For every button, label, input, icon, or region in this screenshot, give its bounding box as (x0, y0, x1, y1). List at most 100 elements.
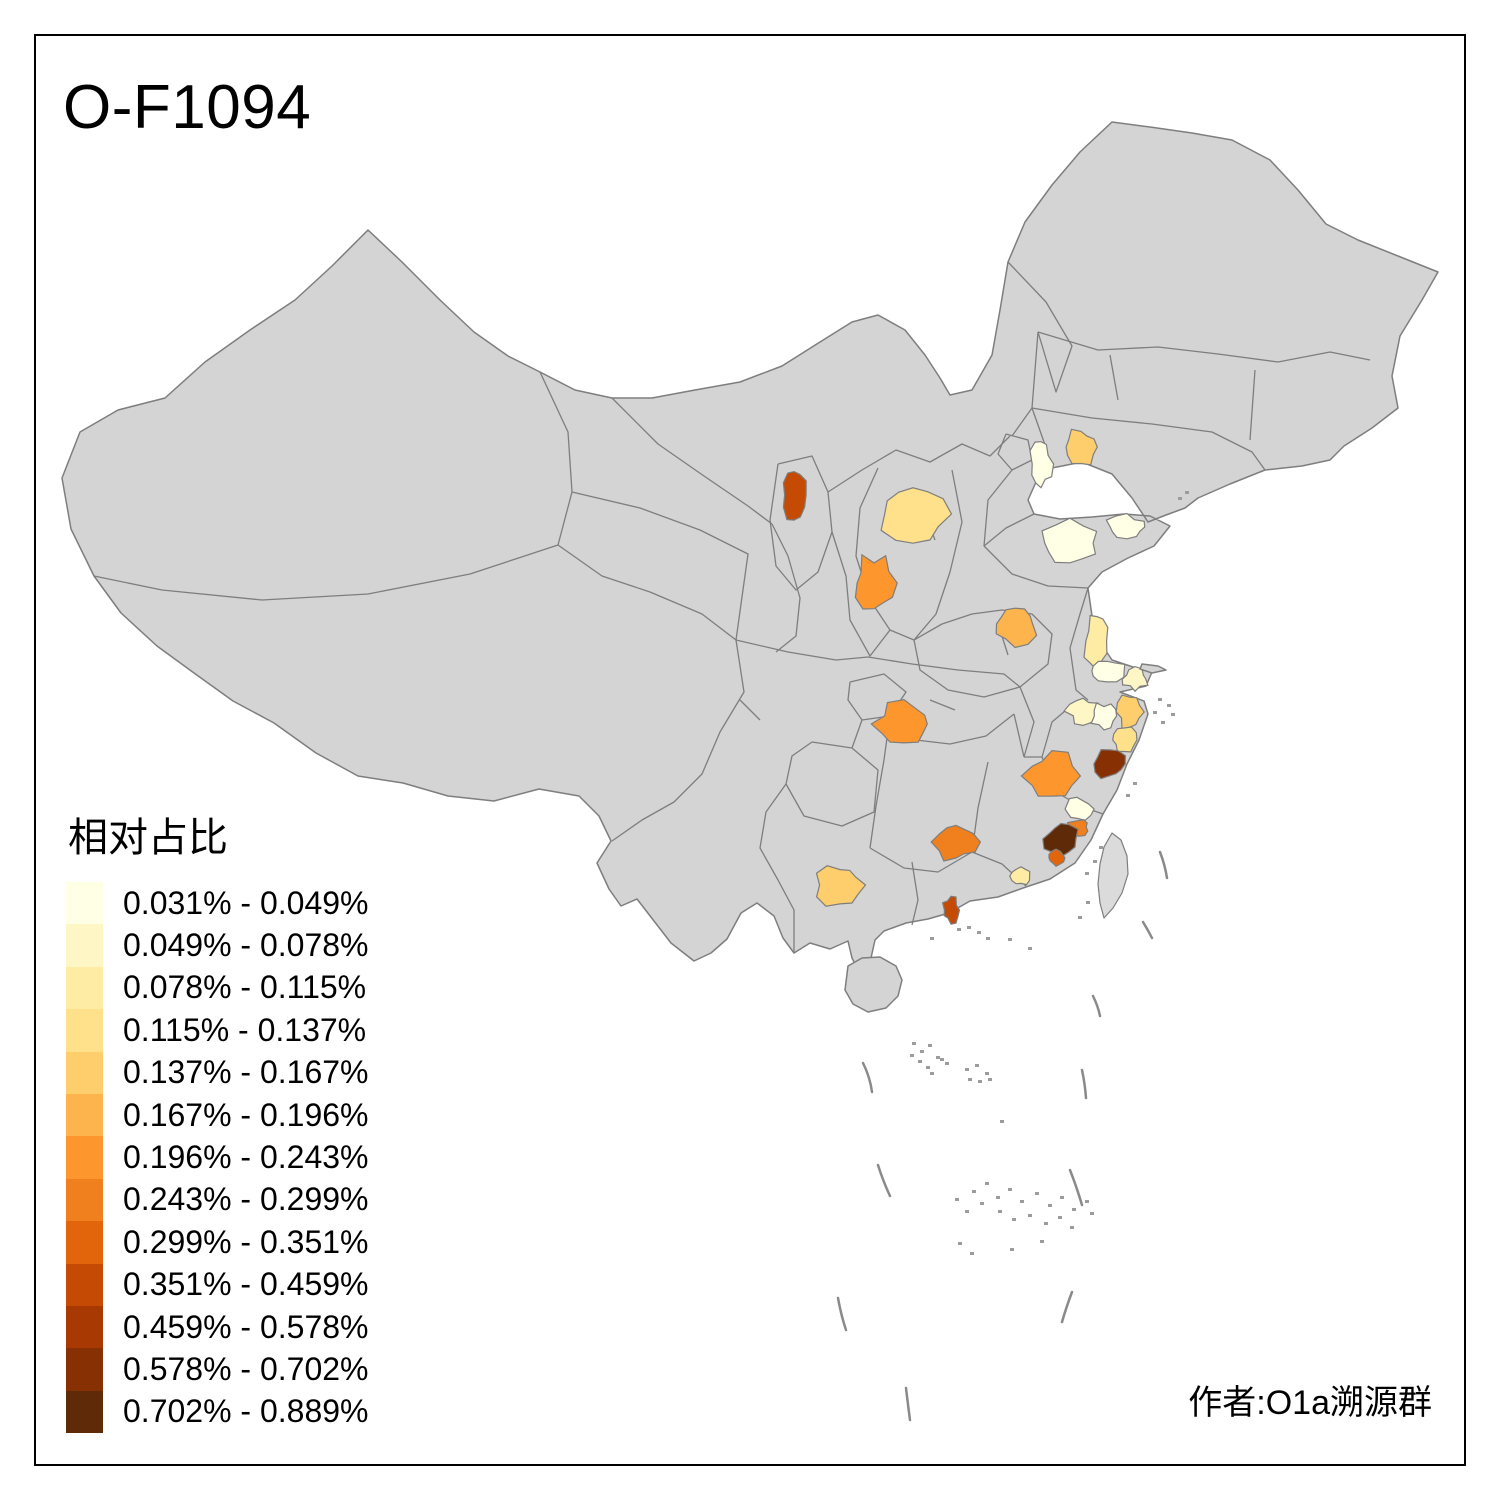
map-region (1093, 748, 1127, 780)
legend-range-label: 0.115% - 0.137% (123, 1011, 367, 1048)
islet-dot (1085, 1200, 1089, 1203)
islet-dot (910, 1054, 914, 1057)
taiwan-island (1097, 832, 1129, 919)
islet-dot (1060, 1196, 1064, 1199)
islet-dot (928, 1044, 932, 1047)
legend-range-label: 0.137% - 0.167% (123, 1054, 369, 1091)
map-region (1009, 866, 1031, 886)
legend-range-label: 0.049% - 0.078% (123, 927, 369, 964)
figure-border (34, 34, 1466, 1466)
legend-swatch (66, 1051, 103, 1094)
islet-dot (930, 937, 934, 940)
islet-dot (985, 1072, 989, 1075)
map-region (782, 470, 807, 521)
legend-swatch (66, 882, 103, 925)
legend-item: 0.078% - 0.115% (66, 966, 369, 1010)
islet-dot (1008, 1188, 1012, 1191)
legend-swatch (66, 1221, 103, 1264)
islet-dot (965, 1210, 969, 1213)
islet-dot (1048, 1204, 1052, 1207)
islet-dot (996, 1196, 1000, 1199)
islet-dot (1040, 1240, 1044, 1243)
legend-range-label: 0.243% - 0.299% (123, 1181, 369, 1218)
legend-range-label: 0.578% - 0.702% (123, 1350, 369, 1387)
highlighted-regions (782, 428, 1149, 925)
legend-item: 0.243% - 0.299% (66, 1178, 369, 1222)
islet-dot (958, 1242, 962, 1245)
legend-item: 0.702% - 0.889% (66, 1390, 369, 1434)
map-region (1042, 822, 1079, 858)
map-title: O-F1094 (63, 73, 312, 142)
map-region (1112, 726, 1138, 753)
map-region (1020, 749, 1082, 797)
islet-dot (1070, 1226, 1074, 1229)
map-region (1105, 512, 1146, 540)
islet-dot (1008, 938, 1012, 941)
legend-range-label: 0.167% - 0.196% (123, 1096, 369, 1133)
islet-dot (1167, 704, 1171, 707)
legend-swatch (66, 966, 103, 1010)
islet-dot (1012, 1218, 1016, 1221)
islet-dot (1178, 497, 1182, 500)
islet-dot (972, 1190, 976, 1193)
legend-swatch (66, 924, 103, 967)
legend-range-label: 0.299% - 0.351% (123, 1223, 369, 1260)
islet-dot (1171, 713, 1175, 716)
legend-swatch (66, 1136, 103, 1179)
islet-dot (1161, 721, 1165, 724)
islet-dot (1058, 1216, 1062, 1219)
legend-range-label: 0.031% - 0.049% (123, 884, 369, 921)
islet-dot (1072, 1208, 1076, 1211)
map-region (1083, 614, 1109, 672)
legend-item: 0.578% - 0.702% (66, 1348, 369, 1391)
islet-dot (967, 926, 971, 929)
legend-item: 0.299% - 0.351% (66, 1221, 369, 1264)
nine-dash-line (836, 850, 1169, 1422)
legend-item: 0.167% - 0.196% (66, 1093, 369, 1137)
map-region (870, 698, 928, 744)
islet-dot (1010, 1248, 1014, 1251)
legend-swatch (66, 1390, 103, 1434)
islet-dot (1099, 846, 1103, 849)
map-region (1090, 702, 1118, 731)
legend-range-label: 0.459% - 0.578% (123, 1308, 369, 1345)
islet-dot (977, 931, 981, 934)
map-region (1115, 694, 1145, 730)
map-region (1029, 441, 1055, 489)
legend-item: 0.351% - 0.459% (66, 1263, 369, 1306)
islet-dot (945, 1062, 949, 1065)
map-region (930, 824, 982, 862)
legend-range-label: 0.196% - 0.243% (123, 1139, 369, 1176)
islet-dot (940, 1058, 944, 1061)
islet-dot (1078, 916, 1082, 919)
islet-dot (985, 1182, 989, 1185)
map-region (854, 553, 898, 610)
islet-dot (965, 1068, 969, 1071)
islands (844, 491, 1189, 1255)
legend-range-label: 0.078% - 0.115% (123, 969, 367, 1006)
legend-swatch (66, 1305, 103, 1349)
islet-dot (978, 1080, 982, 1083)
legend-item: 0.031% - 0.049% (66, 882, 369, 925)
islet-dot (912, 1042, 916, 1045)
islet-dot (1133, 782, 1137, 785)
island-dots (910, 491, 1189, 1255)
islet-dot (1044, 1222, 1048, 1225)
islet-dot (1153, 711, 1157, 714)
map-region (880, 487, 953, 544)
islet-dot (955, 1198, 959, 1201)
islet-dot (986, 937, 990, 940)
islet-dot (968, 1078, 972, 1081)
legend-swatch (66, 1093, 103, 1137)
islet-dot (957, 928, 961, 931)
legend: 相对占比 0.031% - 0.049% 0.049% - 0.078% 0.078… (66, 818, 369, 1434)
islet-dot (936, 1056, 940, 1059)
islet-dot (926, 1066, 930, 1069)
legend-swatch (66, 1178, 103, 1222)
map-region (941, 895, 961, 925)
islet-dot (1090, 1212, 1094, 1215)
islet-dot (1093, 860, 1097, 863)
map-region (1065, 428, 1098, 466)
map-region (815, 865, 867, 907)
